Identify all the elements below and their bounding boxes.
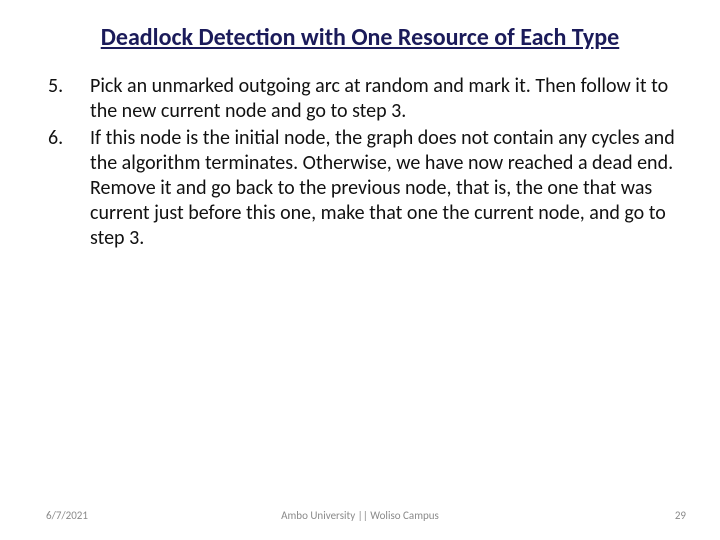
footer-center: Ambo University || Woliso Campus: [0, 509, 720, 522]
footer-page-number: 29: [675, 509, 686, 522]
footer-date: 6/7/2021: [46, 509, 88, 522]
list-item: Pick an unmarked outgoing arc at random …: [32, 74, 688, 124]
slide-title: Deadlock Detection with One Resource of …: [32, 24, 688, 52]
slide: Deadlock Detection with One Resource of …: [0, 0, 720, 540]
slide-footer: 6/7/2021 Ambo University || Woliso Campu…: [0, 509, 720, 522]
step-list: Pick an unmarked outgoing arc at random …: [32, 74, 688, 251]
list-item: If this node is the initial node, the gr…: [32, 126, 688, 251]
